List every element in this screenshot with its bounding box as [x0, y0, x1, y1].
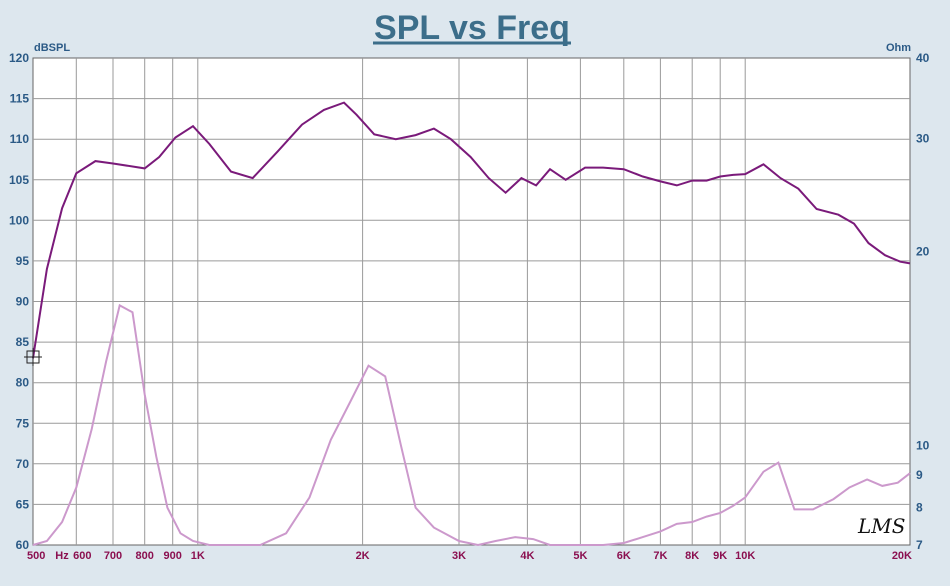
x-tick-label: 7K: [653, 550, 667, 562]
grid-lines: [33, 58, 910, 545]
right-y-tick-label: 20: [916, 245, 930, 259]
x-tick-label: 500: [27, 550, 45, 562]
x-tick-label: 3K: [452, 550, 466, 562]
x-axis-unit: Hz: [55, 550, 69, 562]
x-tick-label: 5K: [573, 550, 587, 562]
x-ticks: 500 600 700 800 900 1K 2K 3K 4K 5K 6K 7K 8K 9K 10K 20K: [27, 550, 912, 562]
right-y-tick-label: 30: [916, 131, 930, 145]
right-y-tick-label: 40: [916, 51, 930, 65]
x-tick-label: 900: [164, 550, 182, 562]
left-y-tick-label: 60: [16, 538, 30, 552]
left-y-tick-label: 100: [9, 213, 29, 227]
x-tick-label: 10K: [735, 550, 755, 562]
chart-title: SPL vs Freq: [374, 9, 570, 47]
cursor-marker[interactable]: [24, 348, 42, 366]
right-y-tick-label: 8: [916, 501, 923, 515]
left-y-ticks: 60 65 70 75 80 85 90 95 100 105 110 115 120: [9, 51, 29, 552]
left-y-tick-label: 115: [10, 92, 30, 106]
left-axis-unit: dBSPL: [34, 42, 70, 54]
x-tick-label: 20K: [892, 550, 912, 562]
x-tick-label: 6K: [617, 550, 631, 562]
left-y-tick-label: 65: [16, 497, 30, 511]
left-y-tick-label: 95: [16, 254, 30, 268]
x-tick-label: 1K: [191, 550, 205, 562]
x-tick-label: 700: [104, 550, 122, 562]
spl-series-line: [32, 101, 911, 359]
left-y-tick-label: 75: [16, 416, 30, 430]
right-y-tick-label: 7: [916, 538, 923, 552]
x-tick-label: 600: [73, 550, 91, 562]
right-y-ticks: 7 8 9 10 20 30 40: [916, 51, 930, 552]
x-tick-label: 800: [136, 550, 154, 562]
right-y-tick-label: 10: [916, 438, 930, 452]
left-y-tick-label: 105: [9, 173, 29, 187]
x-tick-label: 9K: [713, 550, 727, 562]
right-y-tick-label: 9: [916, 468, 923, 482]
left-y-tick-label: 85: [16, 335, 30, 349]
x-tick-label: 8K: [685, 550, 699, 562]
right-axis-unit: Ohm: [886, 42, 911, 54]
left-y-tick-label: 70: [16, 457, 30, 471]
x-tick-label: 2K: [356, 550, 370, 562]
left-y-tick-label: 90: [16, 295, 30, 309]
x-tick-label: 4K: [520, 550, 534, 562]
left-y-tick-label: 110: [10, 132, 30, 146]
left-y-tick-label: 120: [9, 51, 29, 65]
left-y-tick-label: 80: [16, 376, 30, 390]
watermark: LMS: [857, 514, 905, 538]
impedance-series-line: [32, 303, 911, 547]
